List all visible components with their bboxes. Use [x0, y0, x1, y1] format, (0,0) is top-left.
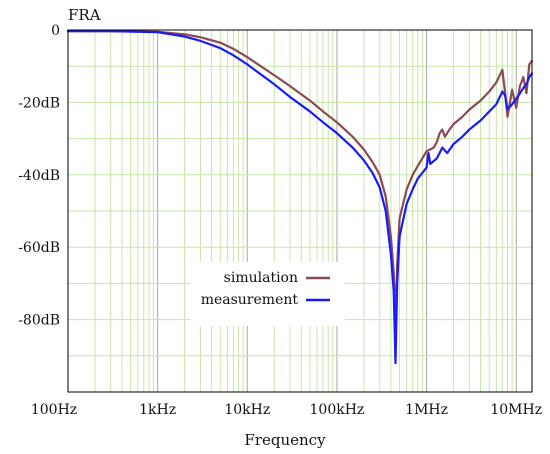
y-tick-labels: 0 -20dB -40dB -60dB -80dB [18, 23, 60, 329]
legend: simulation measurement [190, 262, 345, 326]
series-line-simulation [66, 29, 534, 321]
legend-box [190, 262, 345, 326]
y-tick-label: -20dB [18, 95, 60, 111]
x-tick-label: 1MHz [405, 402, 448, 418]
series-line-measurement [66, 29, 534, 365]
plot-frame [67, 29, 533, 393]
x-tick-label: 1kHz [139, 402, 176, 418]
x-tick-label: 10kHz [224, 402, 270, 418]
grid [67, 29, 532, 393]
x-axis-title: Frequency [244, 431, 326, 449]
y-tick-label: -60dB [18, 240, 60, 256]
chart-title: FRA [68, 6, 101, 24]
y-tick-label: 0 [51, 23, 60, 39]
x-tick-labels: 100Hz 1kHz 10kHz 100kHz 1MHz 10MHz [31, 402, 542, 418]
legend-label: measurement [201, 292, 299, 308]
legend-label: simulation [224, 270, 298, 286]
y-tick-label: -40dB [18, 168, 60, 184]
series-lines [66, 29, 534, 365]
x-tick-label: 100Hz [31, 402, 77, 418]
x-tick-label: 100kHz [310, 402, 365, 418]
x-tick-label: 10MHz [490, 402, 542, 418]
y-tick-label: -80dB [18, 313, 60, 329]
